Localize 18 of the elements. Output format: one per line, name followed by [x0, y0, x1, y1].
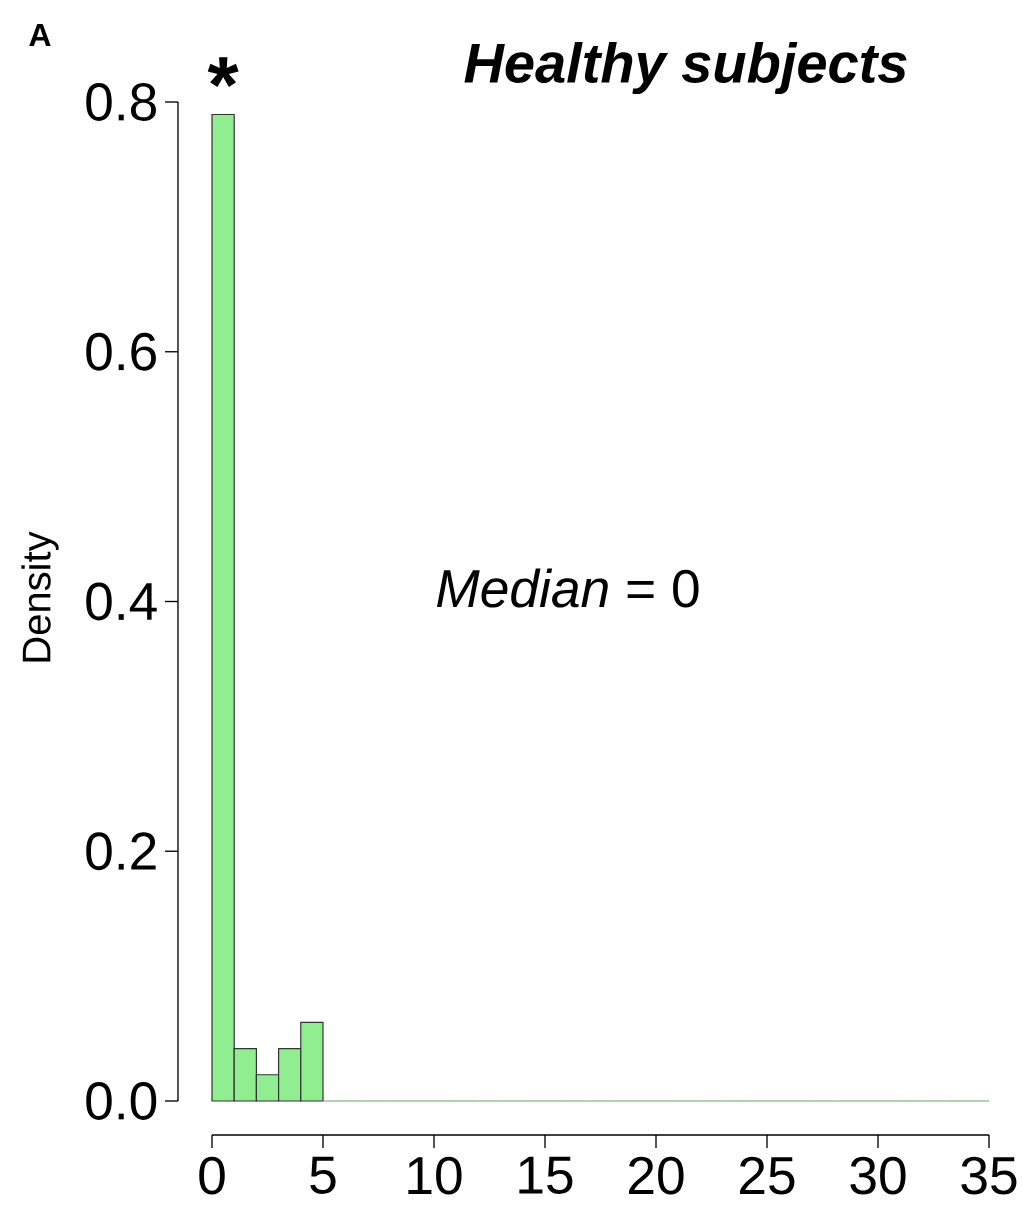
x-tick-label: 0	[199, 1156, 225, 1195]
x-tick-label: 35	[961, 1156, 1017, 1195]
text: A	[29, 23, 51, 46]
y-axis-title: Density	[21, 531, 59, 662]
annotation: Median = 0	[436, 568, 699, 608]
x-tick-label: 25	[739, 1156, 795, 1195]
x-tick-label: 15	[519, 1156, 573, 1194]
y-tick-label: 0.8	[86, 83, 156, 121]
y-tick-label: 0.2	[86, 832, 156, 871]
x-tick-label: 10	[408, 1156, 462, 1195]
x-tick-label: 30	[850, 1156, 906, 1195]
y-tick-label: 0.4	[86, 582, 157, 621]
y-tick-label: 0.0	[86, 1082, 157, 1120]
y-tick-label: 0.6	[86, 332, 156, 371]
chart-title: Healthy subjects	[464, 41, 907, 95]
annotation: *	[207, 57, 239, 87]
x-tick-label: 20	[628, 1156, 684, 1195]
x-tick-label: 5	[310, 1156, 336, 1194]
